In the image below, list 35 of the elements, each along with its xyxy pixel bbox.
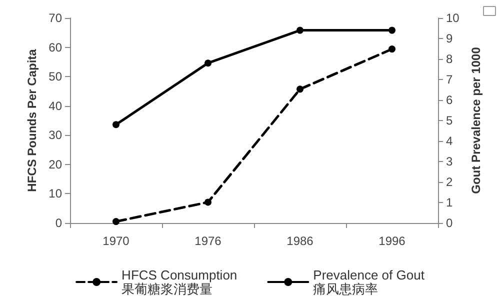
y-tick-label: 0 <box>55 216 62 230</box>
y2-tick-label: 6 <box>446 93 453 107</box>
y2-tick-label: 0 <box>446 216 453 230</box>
y2-tick-label: 2 <box>446 175 453 189</box>
y-tick-label: 10 <box>48 186 62 201</box>
point <box>112 121 120 128</box>
point <box>388 46 396 53</box>
y2-axis-title: Gout Prevalence per 1000 <box>469 46 484 194</box>
point <box>204 60 212 67</box>
y-tick-label: 70 <box>48 11 62 25</box>
point <box>112 218 120 226</box>
y2-tick-label: 5 <box>446 114 453 128</box>
legend-label: Prevalence of Gout 痛风患病率 <box>313 268 425 296</box>
x-tick-label: 1976 <box>194 234 222 248</box>
x-tick-label: 1986 <box>286 234 314 248</box>
y-tick-label: 30 <box>48 128 62 142</box>
x-tick-label: 1996 <box>378 234 406 248</box>
point <box>388 26 396 34</box>
y2-tick-label: 1 <box>446 196 453 210</box>
y-tick-label: 60 <box>48 40 62 54</box>
point <box>296 86 304 93</box>
y2-tick-label: 3 <box>446 154 453 168</box>
y2-tick-label: 9 <box>446 32 453 46</box>
legend-label: HFCS Consumption 果葡糖浆消费量 <box>122 268 238 296</box>
x-tick-label: 1970 <box>102 234 130 248</box>
y-tick-label: 50 <box>48 70 62 84</box>
y-tick-label: 40 <box>48 98 62 113</box>
point <box>296 26 304 34</box>
y2-tick-label: 4 <box>446 134 453 148</box>
point <box>204 198 212 206</box>
y2-tick-label: 7 <box>446 72 453 86</box>
y-tick-label: 20 <box>48 157 62 172</box>
y2-tick-label: 10 <box>446 11 460 25</box>
y2-tick-label: 8 <box>446 52 453 66</box>
y-axis-title: HFCS Pounds Per Capita <box>24 48 39 192</box>
